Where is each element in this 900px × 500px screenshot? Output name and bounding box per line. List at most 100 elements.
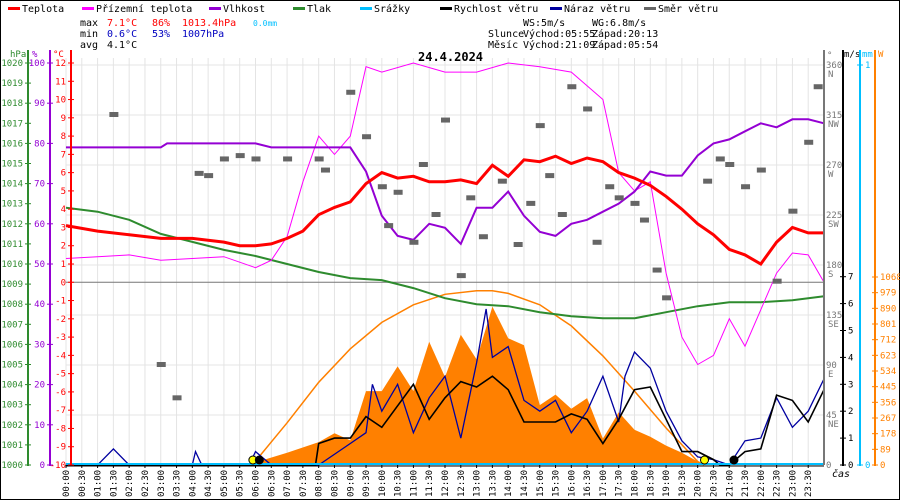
stats-block: max 7.1°C 86% 1013.4hPa 0.0mm min 0.6°C … bbox=[80, 18, 277, 51]
x-tick-label: 13:00 bbox=[473, 470, 483, 497]
wind-speed-max: WS:5m/s bbox=[523, 18, 565, 29]
x-tick-label: 19:00 bbox=[662, 470, 672, 497]
legend-label: Tlak bbox=[307, 4, 331, 15]
direction-tick-name: E bbox=[828, 370, 833, 380]
wind-direction-mark bbox=[362, 134, 372, 140]
x-tick-label: 20:30 bbox=[709, 470, 719, 497]
stats-min-press: 1007hPa bbox=[182, 29, 224, 40]
pressure-axis-unit: hPa bbox=[10, 50, 26, 60]
solar-axis-tick-label: 534 bbox=[880, 367, 896, 377]
x-tick-label: 22:30 bbox=[773, 470, 783, 497]
wind-direction-mark bbox=[466, 195, 476, 201]
x-tick-label: 07:00 bbox=[283, 470, 293, 497]
x-tick-label: 14:00 bbox=[504, 470, 514, 497]
temperature-axis-tick-label: -3 bbox=[55, 333, 66, 343]
legend-label: Teplota bbox=[22, 4, 64, 15]
temperature-axis-tick-label: 6 bbox=[61, 169, 66, 179]
temperature-axis-tick-label: -4 bbox=[55, 351, 66, 361]
wind-axis-tick-label: 6 bbox=[848, 300, 853, 310]
humidity-line bbox=[66, 118, 825, 246]
legend-swatch bbox=[8, 7, 20, 10]
wind-axis-tick-label: 7 bbox=[848, 273, 853, 283]
stats-max-hum: 86% bbox=[152, 18, 170, 29]
temperature-axis-tick-label: 7 bbox=[61, 150, 66, 160]
direction-tick-label: 270 bbox=[826, 161, 842, 171]
temperature-axis-tick-label: -5 bbox=[55, 370, 66, 380]
x-tick-label: 11:00 bbox=[409, 470, 419, 497]
x-tick-label: 06:00 bbox=[252, 470, 262, 497]
moonset-marker bbox=[254, 455, 264, 465]
moon-rise: Východ:21:09 bbox=[523, 39, 595, 51]
pressure-axis-tick-label: 1011 bbox=[1, 240, 23, 250]
series-lines bbox=[65, 62, 825, 466]
wind-axis-tick-label: 4 bbox=[848, 353, 853, 363]
wind-direction-mark bbox=[497, 178, 507, 184]
direction-tick-label: 225 bbox=[826, 211, 842, 221]
x-tick-label: 20:00 bbox=[694, 470, 704, 497]
pressure-axis-tick-label: 1020 bbox=[1, 59, 23, 69]
humidity-axis-tick-label: 70 bbox=[34, 180, 45, 190]
wind-direction-mark bbox=[513, 242, 523, 247]
direction-tick-label: 90 bbox=[826, 361, 837, 371]
wind-axis-tick-label: 0 bbox=[848, 461, 853, 471]
sunset-marker bbox=[700, 455, 710, 465]
x-tick-label: 18:30 bbox=[646, 470, 656, 497]
legend-swatch bbox=[550, 7, 562, 10]
stats-max-rain: 0.0mm bbox=[253, 19, 277, 28]
x-tick-label: 02:00 bbox=[125, 470, 135, 497]
legend-swatch bbox=[644, 7, 656, 10]
sun-set: Západ:20:13 bbox=[592, 28, 658, 40]
wind-direction-mark bbox=[583, 106, 593, 112]
wind-direction-marks bbox=[109, 84, 823, 401]
pressure-axis-tick-label: 1010 bbox=[1, 260, 23, 270]
x-tick-label: 04:30 bbox=[204, 470, 214, 497]
temperature-axis-tick-label: 3 bbox=[61, 223, 66, 233]
stats-avg-temp: 4.1°C bbox=[107, 40, 137, 51]
solar-axis-tick-label: 1068 bbox=[880, 273, 900, 283]
temperature-axis-tick-label: -6 bbox=[55, 388, 66, 398]
wind-direction-mark bbox=[172, 395, 182, 401]
stats-avg-label: avg bbox=[80, 40, 98, 51]
legend-swatch bbox=[82, 7, 94, 10]
astro-block: WS:5m/s WG:6.8m/s Slunce Východ:05:55 Zá… bbox=[488, 18, 658, 51]
x-tick-label: 00:30 bbox=[78, 470, 88, 497]
wind-direction-mark bbox=[456, 273, 466, 279]
x-tick-label: 09:30 bbox=[362, 470, 372, 497]
wind-direction-mark bbox=[703, 178, 713, 184]
x-tick-label: 07:30 bbox=[299, 470, 309, 497]
stats-max-temp: 7.1°C bbox=[107, 18, 137, 29]
legend-label: Směr větru bbox=[658, 3, 718, 15]
direction-axis-unit: ° bbox=[827, 51, 832, 61]
x-tick-label: 00:00 bbox=[62, 470, 72, 497]
x-tick-label: 10:30 bbox=[394, 470, 404, 497]
direction-tick-label: 0 bbox=[826, 461, 831, 471]
wind-direction-mark bbox=[592, 239, 602, 245]
direction-tick-label: 135 bbox=[826, 311, 842, 321]
stats-max-press: 1013.4hPa bbox=[182, 18, 236, 29]
wind-direction-mark bbox=[393, 189, 403, 195]
direction-tick-name: SW bbox=[828, 220, 839, 230]
wind-direction-mark bbox=[526, 200, 536, 206]
legend-swatch bbox=[293, 7, 305, 10]
x-tick-label: 04:00 bbox=[188, 470, 198, 497]
direction-tick-name: NW bbox=[828, 120, 839, 130]
solar-radiation-area bbox=[66, 306, 824, 465]
wind-direction-mark bbox=[441, 117, 450, 123]
humidity-axis-unit: % bbox=[32, 50, 38, 60]
pressure-axis-tick-label: 1015 bbox=[1, 160, 23, 170]
pressure-axis-tick-label: 1019 bbox=[1, 79, 23, 89]
temperature-axis-tick-label: -2 bbox=[55, 315, 66, 325]
x-axis: 00:00 00:30 01:00 01:30 02:00 02:30 03:00 03:30… bbox=[62, 465, 824, 497]
wind-direction-mark bbox=[431, 212, 441, 217]
pressure-axis-tick-label: 1017 bbox=[1, 119, 23, 129]
x-tick-label: 08:30 bbox=[330, 470, 340, 497]
pressure-axis-tick-label: 1014 bbox=[1, 180, 23, 190]
x-tick-label: 01:00 bbox=[94, 470, 104, 497]
wind-direction-mark bbox=[535, 123, 545, 129]
x-tick-label: 15:00 bbox=[536, 470, 546, 497]
x-tick-label: 23:00 bbox=[788, 470, 798, 497]
direction-tick-label: 45 bbox=[826, 411, 837, 421]
wind-direction-mark bbox=[741, 184, 751, 190]
wind-axis-tick-label: 2 bbox=[848, 407, 853, 417]
